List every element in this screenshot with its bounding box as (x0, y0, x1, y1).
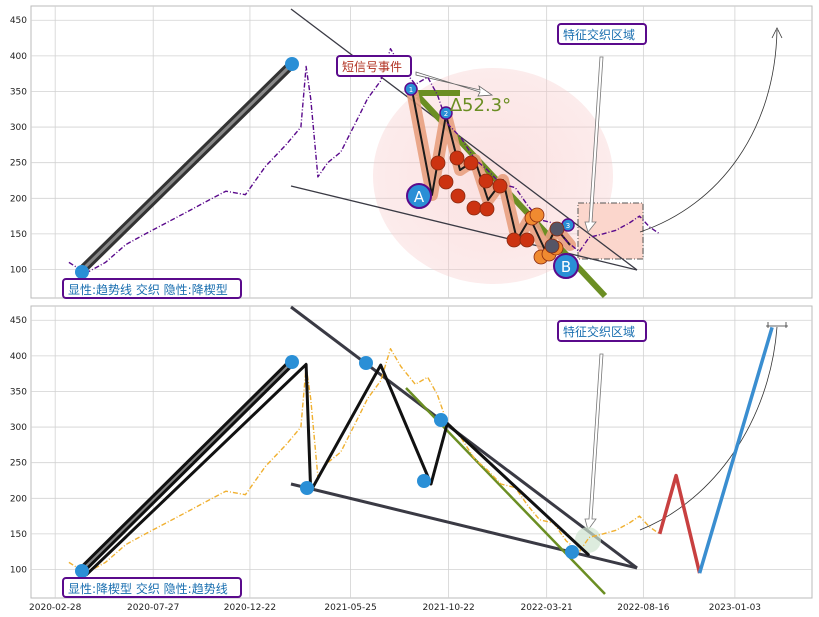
upper-trendline (290, 8, 638, 271)
note-marker (463, 155, 479, 171)
pivot-marker (565, 545, 579, 559)
note-marker (449, 150, 465, 166)
top-labels: 显性:趋势线 交织 隐性:降楔型 短信号事件 特征交织区域 ∆52.3° A B… (62, 23, 647, 299)
x-tick-label: 2020-12-22 (224, 603, 276, 613)
top-pattern-label-box (62, 278, 242, 299)
x-tick-label: 2023-01-03 (709, 603, 761, 613)
bottom-lower-trendline (290, 482, 638, 570)
y-tick-label: 350 (10, 87, 27, 97)
axes: 100 150 200 250 300 350 400 450 100 150 200 250 300 3… (10, 16, 761, 613)
point-b-label: B (561, 258, 571, 276)
top-pattern-label: 显性:趋势线 交织 隐性:降楔型 (68, 282, 228, 297)
x-tick-label: 2020-02-28 (29, 603, 82, 613)
y-tick-label: 450 (10, 16, 27, 26)
note-marker (450, 188, 466, 204)
bottom-projection-cap (766, 322, 788, 328)
bottom-markers (75, 355, 579, 578)
point-b-marker (553, 253, 579, 279)
y-tick-label: 100 (10, 566, 27, 576)
y-tick-label: 150 (10, 530, 27, 540)
y-tick-label: 150 (10, 230, 27, 240)
y-tick-label: 450 (10, 316, 27, 326)
bottom-series (68, 326, 774, 577)
pivot-marker (300, 481, 314, 495)
rise-thick-line-inner (78, 62, 294, 274)
interleave-arrow-top (584, 56, 604, 233)
pivot-marker (434, 413, 448, 427)
note-marker (478, 173, 494, 189)
note-markers (430, 150, 565, 265)
bottom-grid (31, 306, 812, 598)
bottom-pattern-label-box (62, 577, 242, 598)
y-tick-label: 300 (10, 123, 27, 133)
note-marker (506, 232, 522, 248)
projection-arrowhead (771, 27, 783, 39)
note-marker (519, 232, 535, 248)
y-tick-label: 200 (10, 494, 27, 504)
note-marker (430, 155, 446, 171)
short-signal-label-box (336, 55, 412, 77)
pivot-marker (285, 355, 299, 369)
node-1-label: 1 (409, 86, 413, 94)
series-line (697, 326, 774, 574)
node-2-marker (439, 106, 453, 120)
note-marker (438, 174, 454, 190)
series-line (68, 348, 661, 574)
bottom-panel-frame (30, 305, 813, 599)
y-tick-label: 400 (10, 52, 27, 62)
point-a-label: A (414, 188, 425, 206)
angle-label: ∆52.3° (449, 95, 511, 116)
projection-arc (639, 29, 778, 233)
note-marker (544, 238, 560, 254)
pivot-marker (75, 564, 89, 578)
note-marker (492, 178, 508, 194)
bottom-interleave-label-box (557, 320, 647, 342)
pivot-marker (75, 265, 89, 279)
point-a-marker (406, 183, 432, 209)
y-tick-label: 250 (10, 459, 27, 469)
note-marker (549, 221, 565, 237)
note-marker (479, 201, 495, 217)
pivot-marker (359, 356, 373, 370)
x-tick-label: 2022-03-21 (520, 603, 572, 613)
note-marker (466, 200, 482, 216)
y-tick-label: 350 (10, 387, 27, 397)
y-tick-label: 200 (10, 194, 27, 204)
series-line (658, 473, 702, 574)
short-signal-label: 短信号事件 (342, 60, 402, 74)
note-marker (529, 207, 545, 223)
node-3-label: 3 (566, 222, 570, 230)
node-2-label: 2 (444, 110, 448, 118)
y-tick-label: 250 (10, 159, 27, 169)
pivot-marker (285, 57, 299, 71)
y-tick-label: 100 (10, 266, 27, 276)
y-tick-label: 300 (10, 423, 27, 433)
series-line (84, 362, 591, 577)
x-tick-label: 2022-08-16 (617, 603, 670, 613)
pivot-marker (417, 474, 431, 488)
node-1-marker (404, 82, 418, 96)
interleave-label-box (557, 23, 647, 45)
lower-trendline (290, 185, 638, 271)
x-tick-label: 2020-07-27 (127, 603, 179, 613)
top-markers (75, 57, 579, 279)
short-signal-arrow (415, 71, 494, 97)
x-tick-label: 2021-10-22 (422, 603, 474, 613)
interleave-label: 特征交织区域 (563, 27, 635, 42)
interleave-arrow-bottom (584, 353, 604, 531)
x-tick-label: 2021-05-25 (324, 603, 376, 613)
bottom-pattern-label: 显性:降楔型 交织 隐性:趋势线 (68, 581, 228, 596)
bottom-interleave-label: 特征交织区域 (563, 324, 635, 339)
bottom-labels: 显性:降楔型 交织 隐性:趋势线 特征交织区域 (62, 320, 647, 598)
bottom-rise-line-inner (81, 361, 293, 571)
y-tick-label: 400 (10, 352, 27, 362)
